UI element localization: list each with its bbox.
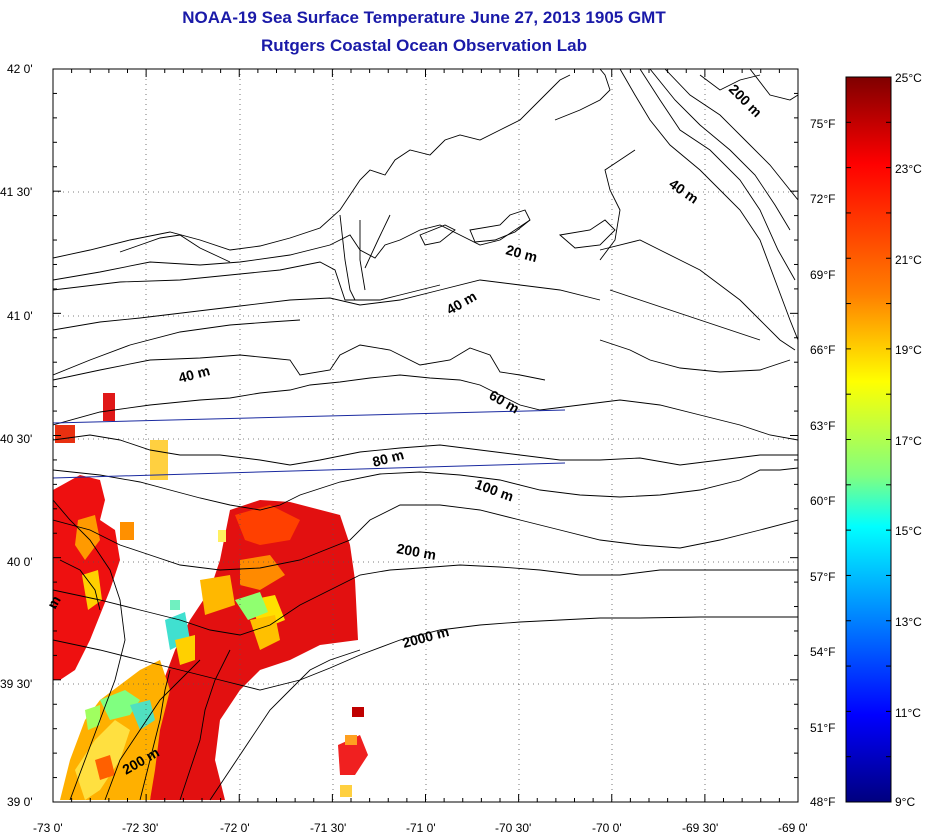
colorbar-gradient xyxy=(845,76,892,803)
lat-label-42: 42 0' xyxy=(7,62,33,76)
cb-f-69: 69°F xyxy=(810,268,835,282)
lat-label-39-30: 39 30' xyxy=(0,677,32,691)
contour-label-200m-ne: 200 m xyxy=(726,81,765,120)
cb-c-25: 25°C xyxy=(895,71,922,85)
cb-c-21: 21°C xyxy=(895,253,922,267)
lon-label-73: -73 0' xyxy=(33,821,63,835)
cb-c-17: 17°C xyxy=(895,434,922,448)
lon-label-69-30: -69 30' xyxy=(682,821,718,835)
sst-imagery xyxy=(53,393,368,800)
map-subtitle: Rutgers Coastal Ocean Observation Lab xyxy=(261,36,587,55)
contour-label-80m: 80 m xyxy=(371,446,406,470)
contour-label-40m-west: 40 m xyxy=(177,362,212,386)
cb-f-54: 54°F xyxy=(810,645,835,659)
cb-c-13: 13°C xyxy=(895,615,922,629)
cb-c-19: 19°C xyxy=(895,343,922,357)
contour-label-2000m: 2000 m xyxy=(401,623,451,651)
bathymetry-contours xyxy=(53,69,798,801)
cb-f-48: 48°F xyxy=(810,795,835,809)
cb-c-23: 23°C xyxy=(895,162,922,176)
lon-label-70-30: -70 30' xyxy=(495,821,531,835)
cb-f-60: 60°F xyxy=(810,494,835,508)
lat-label-39: 39 0' xyxy=(7,795,33,809)
lon-label-69: -69 0' xyxy=(778,821,808,835)
contour-label-20m: 20 m xyxy=(504,241,539,265)
cb-f-75: 75°F xyxy=(810,117,835,131)
cb-c-9: 9°C xyxy=(895,795,915,809)
lat-label-40: 40 0' xyxy=(7,555,33,569)
lon-label-72-30: -72 30' xyxy=(122,821,158,835)
lon-label-70: -70 0' xyxy=(592,821,622,835)
cb-f-51: 51°F xyxy=(810,721,835,735)
lat-label-40-30: 40 30' xyxy=(0,432,32,446)
lon-label-72: -72 0' xyxy=(220,821,250,835)
frame-ticks xyxy=(52,68,799,803)
lat-label-41: 41 0' xyxy=(7,309,33,323)
colorbar-celsius-labels: 25°C 23°C 21°C 19°C 17°C 15°C 13°C 11°C … xyxy=(895,71,922,809)
latitude-labels: 42 0' 41 30' 41 0' 40 30' 40 0' 39 30' 3… xyxy=(0,62,33,809)
cb-c-11: 11°C xyxy=(895,706,921,720)
map-title: NOAA-19 Sea Surface Temperature June 27,… xyxy=(182,8,666,27)
cb-f-57: 57°F xyxy=(810,570,835,584)
cb-f-72: 72°F xyxy=(810,192,835,206)
contour-label-40m-ne: 40 m xyxy=(666,175,701,206)
cb-c-15: 15°C xyxy=(895,524,922,538)
track-lines xyxy=(52,409,566,479)
contour-label-100m: 100 m xyxy=(473,476,516,505)
colorbar: 25°C 23°C 21°C 19°C 17°C 15°C 13°C 11°C … xyxy=(810,71,922,809)
cb-f-63: 63°F xyxy=(810,419,835,433)
lat-label-41-30: 41 30' xyxy=(0,185,32,199)
contour-label-200m-mid: 200 m xyxy=(395,540,437,563)
colorbar-fahrenheit-labels: 75°F 72°F 69°F 66°F 63°F 60°F 57°F 54°F … xyxy=(810,117,835,809)
contour-label-40m-mid: 40 m xyxy=(444,288,480,318)
longitude-labels: -73 0' -72 30' -72 0' -71 30' -71 0' -70… xyxy=(33,821,808,835)
lon-label-71-30: -71 30' xyxy=(310,821,346,835)
graticule xyxy=(53,69,798,802)
lon-label-71: -71 0' xyxy=(406,821,436,835)
cb-f-66: 66°F xyxy=(810,343,835,357)
